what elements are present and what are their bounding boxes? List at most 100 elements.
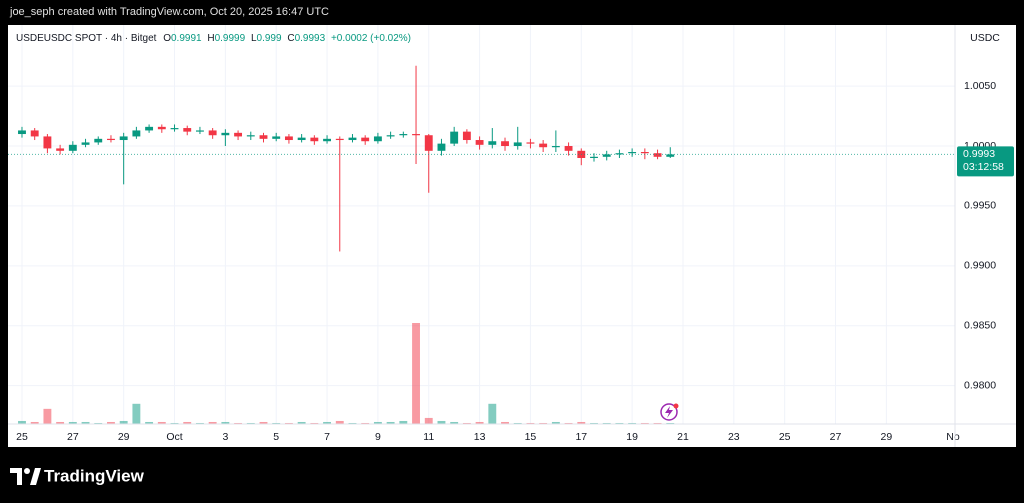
candle-body [424,135,433,151]
volume-bar [170,422,179,424]
candle-body [157,126,166,130]
y-tick-label: 0.9950 [964,200,996,212]
volume-bar [577,421,586,424]
volume-bar [18,420,26,424]
volume-bar [488,403,497,424]
candle-body [615,153,624,155]
volume-bar [234,422,243,424]
x-tick-label: 25 [779,431,791,443]
low-value: 0.999 [257,33,282,44]
y-tick-label: 0.9850 [964,320,996,332]
volume-bar [246,422,255,424]
candle-body [361,137,370,142]
volume-bar [615,422,624,424]
volume-bar [30,421,39,424]
candle-body [450,131,459,144]
x-tick-label: 27 [67,431,79,443]
x-tick-label: 17 [575,431,587,443]
volume-bar [450,421,459,424]
y-tick-label: 0.9800 [964,379,996,391]
x-tick-label: 13 [474,431,486,443]
candle-body [221,132,230,136]
candle-body [196,130,204,132]
volume-bar [94,422,103,424]
volume-bar [386,421,395,424]
x-tick-label: 27 [830,431,842,443]
candle-body [43,136,52,149]
x-tick-label: 7 [324,431,330,443]
volume-bar [43,408,52,424]
candle-body [590,156,598,158]
volume-bar [297,421,306,424]
volume-bar [666,422,675,424]
volume-bar [412,323,420,424]
candle-body [513,142,522,147]
volume-bar [437,420,446,424]
legend: USDEUSDC SPOT · 4h · Bitget O0.9991 H0.9… [16,33,411,44]
candle-body [602,154,611,157]
x-tick-label: Oct [166,431,182,443]
candle-body [272,136,281,139]
volume-bar [221,421,230,424]
candle-body [18,130,26,135]
candle-body [81,142,90,145]
volume-bar [462,422,471,424]
candle-body [56,148,65,151]
volume-bar [196,422,204,424]
close-label: C [287,33,294,44]
candle-body [348,137,357,141]
candle-body [551,146,560,148]
volume-bar [590,422,598,424]
candle-body [501,141,509,147]
candle-body [653,153,662,157]
volume-bar [68,421,77,424]
x-tick-label: 11 [423,431,434,443]
candle-body [234,132,243,137]
volume-bar [399,420,408,424]
footer-brand: TradingView [44,466,145,485]
x-tick-label: 29 [881,431,893,443]
candle-body [145,126,154,131]
volume-bar [475,421,484,424]
candle-body [170,128,179,130]
x-tick-label: 15 [525,431,537,443]
footer-logo [10,468,41,485]
low-label: L [251,33,257,44]
candle-body [666,154,675,157]
x-tick-label: 25 [16,431,28,443]
volume-bar [564,422,573,424]
candle-body [284,136,293,141]
volume-bar [145,421,154,424]
volume-bar [183,421,192,424]
candle-body [208,130,217,136]
currency: USDC [970,32,1000,44]
x-tick-label: 23 [728,431,740,443]
candle-body [183,128,192,132]
candle-body [68,144,77,151]
candle-body [246,135,255,137]
volume-bar [539,422,548,424]
candle-body [323,138,331,142]
candle-body [386,135,395,137]
candle-body [475,140,484,145]
candle-body [437,143,446,151]
x-tick-label: 19 [626,431,638,443]
candle-body [310,137,319,142]
high-label: H [207,33,214,44]
candle-body [462,131,471,141]
volume-bar [628,422,637,424]
candle-body [259,135,268,139]
candle-body [373,136,382,142]
y-tick-label: 1.0050 [964,80,996,92]
volume-bar [56,421,65,424]
candle-body [107,138,115,141]
volume-bar [640,422,649,424]
candle-body [119,136,128,141]
volume-bar [602,422,611,424]
volume-bar [284,422,293,424]
candle-body [640,152,649,154]
countdown: 03:12:58 [963,161,1004,173]
volume-bar [119,420,128,424]
candle-body [297,137,306,141]
